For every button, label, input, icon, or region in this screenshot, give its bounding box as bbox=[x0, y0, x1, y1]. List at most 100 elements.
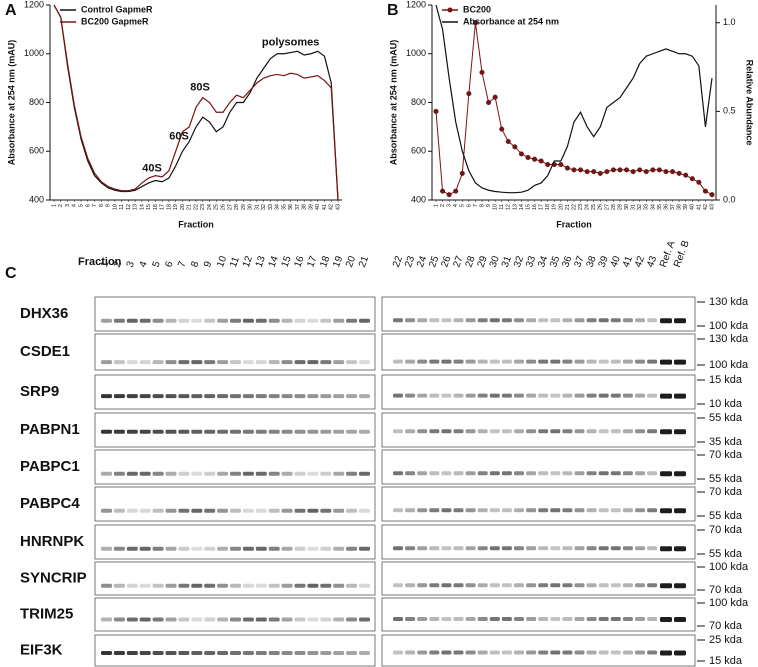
y-axis-label: Absorbance at 254 nm (mAU) bbox=[388, 40, 398, 166]
band bbox=[320, 471, 332, 476]
x-tick-label: 2 bbox=[440, 204, 446, 207]
band bbox=[268, 360, 280, 365]
y-tick-label: 1000 bbox=[406, 48, 426, 58]
blot-frame bbox=[381, 296, 696, 332]
x-tick-label: 31 bbox=[254, 204, 260, 210]
blot-frame bbox=[381, 486, 696, 522]
blot-frame bbox=[94, 333, 376, 371]
band bbox=[126, 583, 138, 588]
blot-frame bbox=[94, 634, 376, 667]
band bbox=[139, 318, 151, 323]
band bbox=[501, 508, 512, 513]
band bbox=[660, 583, 672, 589]
band bbox=[320, 429, 332, 434]
band bbox=[333, 471, 345, 476]
band bbox=[562, 393, 573, 398]
band bbox=[165, 471, 177, 476]
band bbox=[268, 546, 280, 551]
band bbox=[501, 318, 512, 323]
band bbox=[101, 546, 112, 551]
band bbox=[550, 393, 561, 398]
blot-frame bbox=[94, 374, 376, 410]
band bbox=[674, 616, 686, 622]
lane-label: 35 bbox=[548, 254, 562, 269]
y-tick-label: 400 bbox=[29, 194, 44, 204]
band bbox=[538, 508, 549, 513]
lane-label: 7 bbox=[176, 260, 188, 269]
band bbox=[346, 617, 358, 622]
band bbox=[441, 471, 452, 476]
panel-label: C bbox=[5, 265, 17, 282]
lane-label: 16 bbox=[292, 254, 306, 269]
band bbox=[647, 650, 658, 655]
band bbox=[586, 508, 597, 513]
band bbox=[139, 546, 151, 551]
band bbox=[152, 508, 164, 513]
blot-frame bbox=[94, 449, 376, 485]
band bbox=[139, 394, 151, 399]
band bbox=[255, 394, 267, 399]
band bbox=[586, 429, 597, 434]
blot-frame bbox=[381, 333, 696, 371]
x-tick-label: 31 bbox=[631, 204, 637, 210]
x-tick-label: 3 bbox=[447, 204, 453, 207]
band bbox=[660, 429, 672, 435]
band bbox=[405, 616, 416, 621]
x-tick-label: 3 bbox=[65, 204, 71, 207]
band bbox=[204, 508, 216, 513]
band bbox=[610, 508, 621, 513]
band bbox=[429, 318, 440, 323]
band bbox=[113, 429, 125, 434]
x-tick-label: 5 bbox=[79, 204, 85, 207]
band bbox=[635, 429, 645, 434]
band bbox=[635, 616, 645, 621]
band bbox=[101, 360, 112, 365]
row-label: PABPC4 bbox=[20, 495, 80, 512]
lane-label: 30 bbox=[488, 254, 502, 269]
band bbox=[281, 583, 293, 588]
band bbox=[204, 394, 216, 399]
blot-frame bbox=[381, 597, 696, 632]
marker-label: 130 kda bbox=[709, 333, 749, 345]
band bbox=[501, 393, 512, 398]
annotation: 40S bbox=[142, 163, 162, 175]
lane-label: 34 bbox=[536, 254, 550, 269]
band bbox=[526, 471, 537, 476]
band bbox=[320, 583, 332, 588]
band bbox=[635, 650, 645, 655]
band bbox=[178, 617, 190, 622]
band bbox=[113, 360, 125, 365]
band bbox=[550, 318, 561, 323]
data-point bbox=[518, 151, 524, 157]
x-tick-label: 8 bbox=[99, 204, 105, 207]
band bbox=[255, 583, 267, 588]
band bbox=[674, 546, 686, 552]
band bbox=[113, 546, 125, 551]
data-point bbox=[670, 169, 676, 175]
band bbox=[647, 318, 658, 323]
band bbox=[501, 429, 512, 434]
band bbox=[598, 429, 609, 434]
band bbox=[453, 616, 464, 621]
band bbox=[113, 583, 125, 588]
marker-label: 70 kda bbox=[709, 620, 743, 632]
x-tick-label: 1 bbox=[433, 204, 439, 207]
band bbox=[204, 318, 216, 323]
x-tick-label: 24 bbox=[585, 204, 591, 210]
band bbox=[429, 650, 440, 655]
band bbox=[574, 546, 585, 551]
x-tick-label: 33 bbox=[644, 204, 650, 210]
band bbox=[281, 508, 293, 513]
row-label: CSDE1 bbox=[20, 343, 70, 360]
data-point bbox=[545, 162, 551, 168]
band bbox=[281, 546, 293, 551]
band bbox=[255, 546, 267, 551]
band bbox=[610, 318, 621, 323]
x-tick-label: 16 bbox=[153, 204, 159, 210]
data-point bbox=[597, 170, 603, 176]
data-point bbox=[637, 167, 643, 173]
y-axis-label: Absorbance at 254 nm (mAU) bbox=[6, 40, 16, 166]
x-tick-label: 8 bbox=[479, 204, 485, 207]
band bbox=[230, 318, 241, 323]
row-label: DHX36 bbox=[20, 305, 68, 322]
